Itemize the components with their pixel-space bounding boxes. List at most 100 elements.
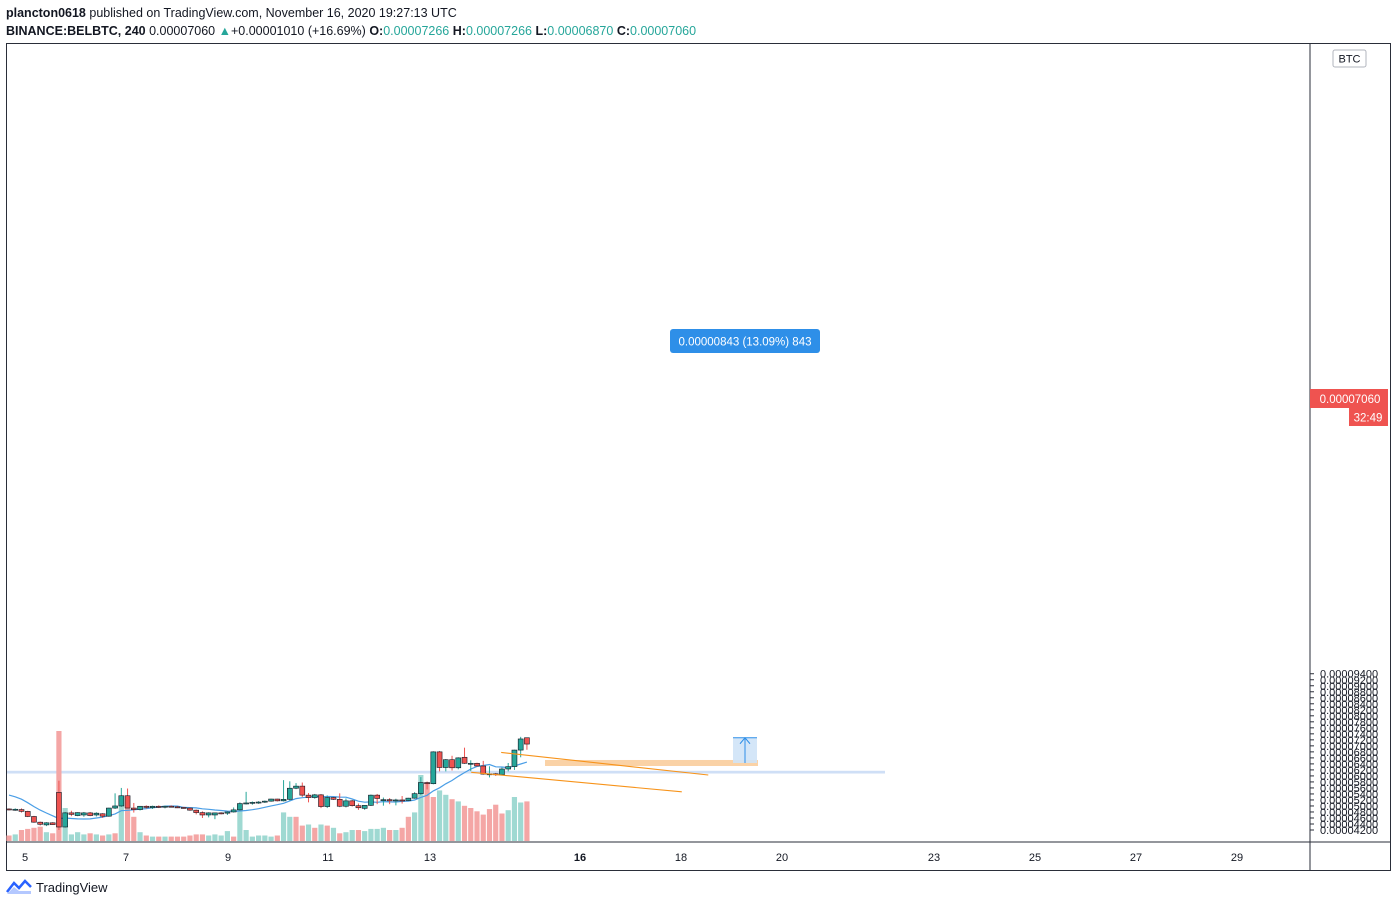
candle-body — [442, 759, 449, 768]
time-tick-label: 5 — [22, 852, 28, 864]
volume-bar — [218, 835, 224, 841]
candle-body — [299, 785, 306, 796]
volume-bar — [380, 827, 386, 841]
volume-layer — [6, 731, 530, 841]
candle-body — [405, 797, 412, 801]
volume-bar — [280, 812, 287, 841]
volume-bar — [330, 827, 337, 841]
chart-header: plancton0618 published on TradingView.co… — [6, 4, 696, 40]
volume-bar — [93, 834, 99, 841]
candle-body — [480, 765, 487, 775]
candle-body — [424, 782, 430, 785]
volume-bar — [412, 812, 418, 841]
volume-bar — [6, 835, 12, 841]
volume-bar — [499, 813, 505, 841]
unit-label: BTC — [1339, 54, 1361, 66]
measure-arrowhead — [739, 736, 751, 745]
price-tick-label: 0.00009200 — [1320, 675, 1378, 687]
volume-bar — [368, 828, 374, 841]
candle-body — [511, 749, 518, 767]
volume-bar — [355, 830, 362, 841]
time-axis: 5 7 9 11 13 16 18 20 23 25 27 29 — [22, 852, 1243, 864]
candle-body — [99, 813, 106, 817]
candle-body — [12, 808, 19, 811]
volume-bar — [399, 827, 405, 841]
price-tick-label: 0.00007400 — [1320, 729, 1378, 741]
volume-bar — [168, 836, 174, 841]
price-tick-label: 0.00004600 — [1320, 813, 1378, 825]
author-name[interactable]: plancton0618 — [6, 6, 86, 20]
candle-body — [399, 799, 405, 802]
price-tick-label: 0.00008200 — [1320, 705, 1378, 717]
candle-body — [474, 762, 480, 767]
volume-bar — [505, 810, 511, 841]
volume-bar — [37, 826, 43, 841]
candle-body — [43, 822, 50, 826]
candle-body — [311, 794, 318, 798]
volume-bar — [324, 825, 330, 841]
candle-body — [517, 738, 524, 751]
volume-bar — [362, 831, 368, 841]
volume-bar — [174, 836, 181, 841]
price-tick-label: 0.00008000 — [1320, 711, 1378, 723]
volume-bar — [181, 836, 187, 841]
candle-body — [180, 807, 187, 809]
price-tick-label: 0.00004200 — [1320, 825, 1378, 837]
chart-frame[interactable] — [6, 43, 1391, 871]
candle-body — [343, 800, 349, 807]
measure-tool-layer — [733, 736, 757, 763]
volume-bar — [18, 830, 25, 841]
candle-body — [187, 807, 193, 811]
candle-body — [81, 812, 87, 816]
candle-body — [355, 805, 362, 809]
volume-bar — [518, 802, 524, 841]
moving-average-line — [8, 761, 528, 820]
change-up-icon: ▲ — [218, 24, 231, 38]
channel-lower-line — [471, 771, 682, 793]
symbol-line: BINANCE:BELBTC, 240 0.00007060 ▲+0.00001… — [6, 22, 696, 40]
candle-body — [37, 821, 44, 825]
candle-body — [149, 805, 156, 809]
low-value: 0.00006870 — [547, 24, 614, 38]
volume-bar — [237, 805, 243, 841]
footer-brand[interactable]: TradingView — [6, 879, 108, 895]
candle-body — [293, 785, 299, 789]
drawings-layer — [7, 759, 885, 774]
volume-bar — [312, 827, 318, 841]
price-tick-label: 0.00007800 — [1320, 717, 1378, 729]
symbol-label: BINANCE:BELBTC, 240 — [6, 24, 146, 38]
candle-body — [286, 787, 293, 800]
measure-label-badge[interactable]: 0.00000843 (13.09%) 843 — [670, 329, 820, 353]
volume-bar — [262, 835, 268, 841]
candle-body — [143, 805, 150, 808]
brand-label: TradingView — [36, 879, 108, 895]
candle-body — [168, 805, 175, 808]
channel-upper-line — [501, 751, 709, 776]
price-tick-label: 0.00009400 — [1320, 669, 1378, 681]
candle-body — [124, 795, 131, 809]
volume-bar — [337, 833, 343, 841]
candle-body — [24, 811, 31, 817]
candle-body — [386, 799, 393, 802]
price-tick-label: 0.00008400 — [1320, 699, 1378, 711]
volume-bar — [511, 797, 518, 841]
price-change: +0.00001010 (+16.69%) — [231, 24, 366, 38]
candle-body — [155, 805, 162, 808]
candle-body — [430, 751, 437, 785]
volume-bar — [299, 825, 305, 841]
last-price-badge: 0.00007060 32:49 — [1310, 389, 1388, 426]
breakout-level-line — [545, 759, 758, 766]
axis-layer — [7, 44, 1390, 870]
volume-bar — [524, 801, 530, 841]
volume-bar — [243, 830, 249, 841]
volume-bar — [449, 799, 455, 841]
candle-body — [318, 794, 324, 807]
volume-bar — [231, 836, 237, 841]
volume-bar — [137, 832, 143, 841]
volume-bar — [12, 834, 18, 841]
volume-bar — [349, 830, 355, 841]
price-tick-label: 0.00007200 — [1320, 735, 1378, 747]
candle-body — [349, 800, 356, 806]
price-tick-label: 0.00006200 — [1320, 765, 1378, 777]
